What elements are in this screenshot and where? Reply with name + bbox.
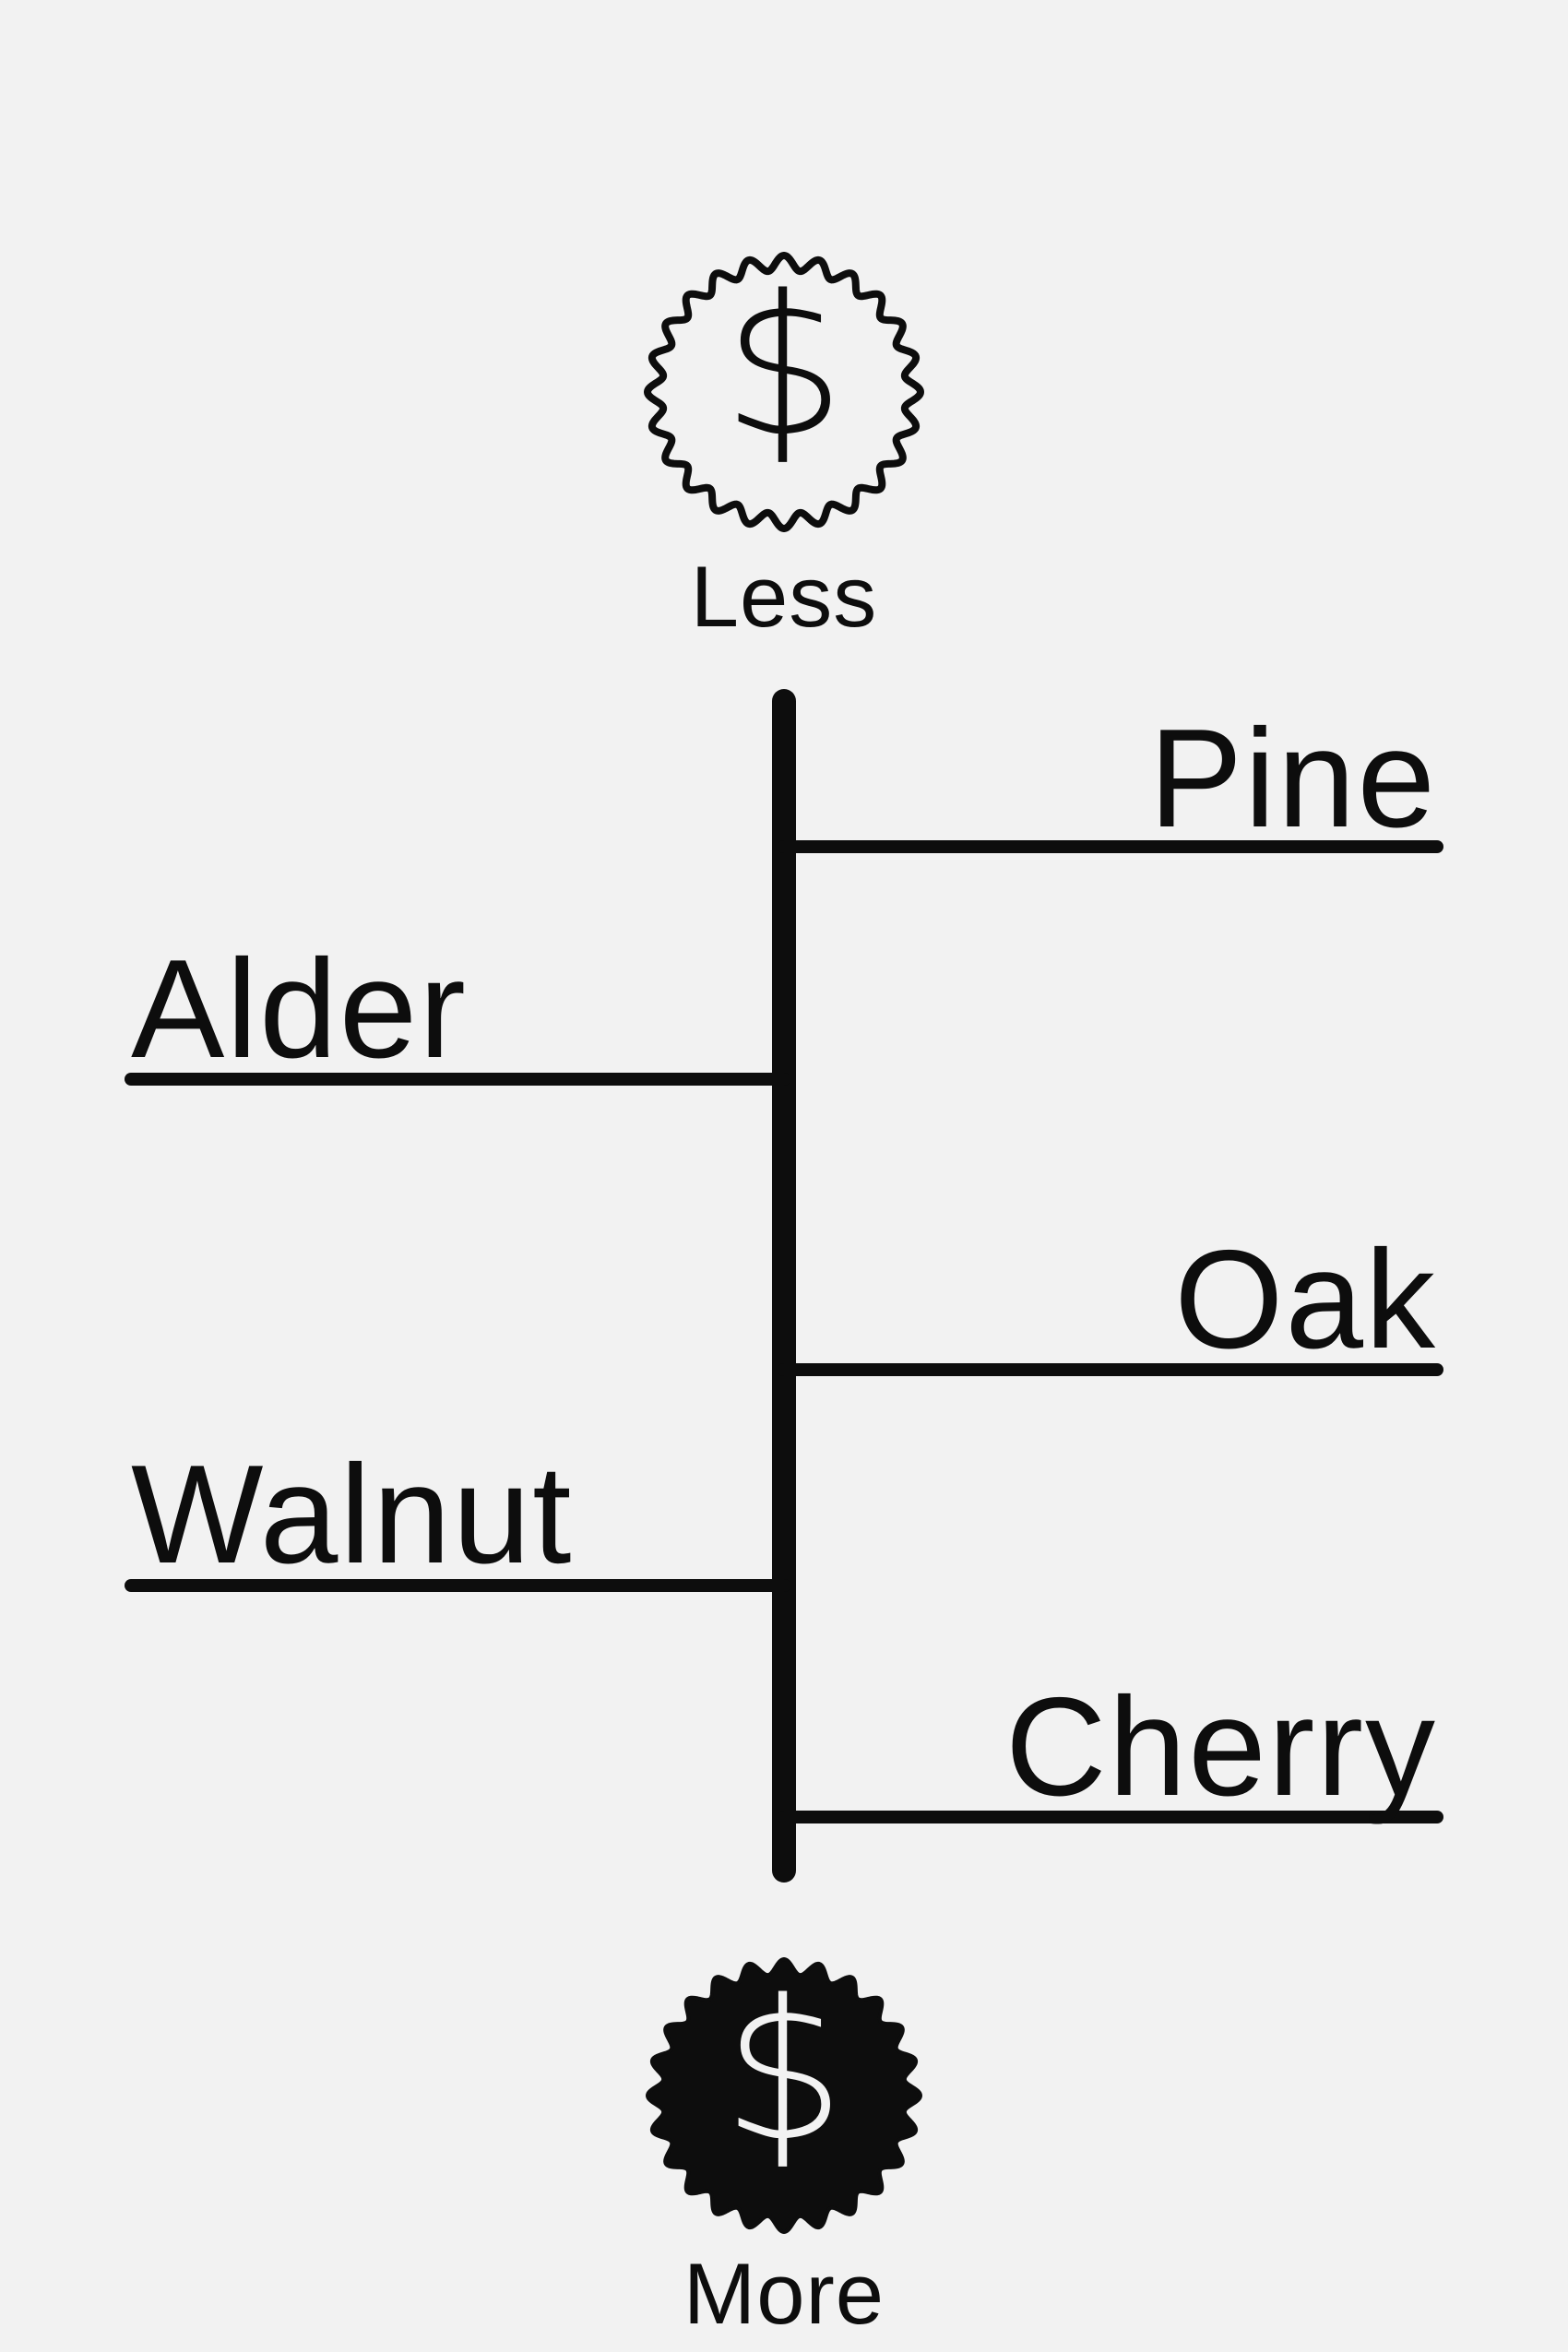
- scale-bottom-label: More: [683, 2245, 885, 2342]
- wood-label-walnut: Walnut: [131, 1436, 574, 1593]
- dollar-sign-filled: $: [722, 1958, 846, 2184]
- dollar-badge-outline-icon: $: [644, 252, 924, 532]
- dollar-badge-filled-icon: $: [646, 1957, 922, 2234]
- wood-label-pine: Pine: [1148, 700, 1437, 857]
- wood-label-cherry: Cherry: [1004, 1669, 1437, 1825]
- scale-top-label: Less: [690, 548, 878, 645]
- wood-label-alder: Alder: [131, 931, 468, 1087]
- dollar-sign-outline: $: [722, 254, 846, 480]
- wood-label-oak: Oak: [1174, 1221, 1437, 1378]
